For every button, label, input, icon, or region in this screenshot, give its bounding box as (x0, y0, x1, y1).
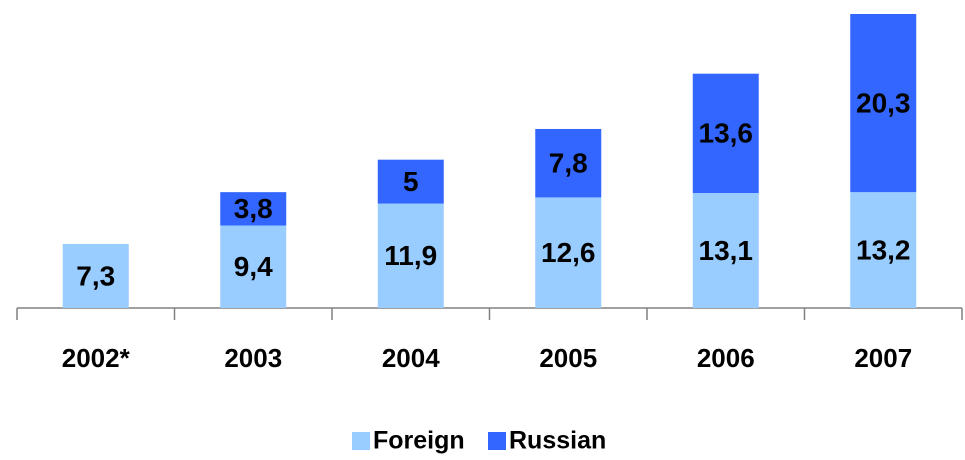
x-tick-label: 2004 (382, 343, 440, 373)
bar-segment (535, 197, 602, 308)
data-label: 11,9 (384, 240, 437, 271)
bar-segment (377, 203, 444, 308)
x-tick-label: 2003 (224, 343, 282, 373)
data-label: 13,6 (699, 118, 754, 149)
x-tick-label: 2006 (697, 343, 755, 373)
bar-segment (692, 73, 759, 194)
x-tick-label: 2007 (854, 343, 912, 373)
bar-segment (535, 128, 602, 198)
bar-segment (220, 192, 287, 226)
bar-segment (850, 192, 917, 308)
data-label: 9,4 (234, 251, 273, 282)
bar-segment (692, 193, 759, 308)
data-label: 5 (403, 166, 419, 197)
data-label: 3,8 (234, 193, 273, 224)
data-label: 13,1 (699, 235, 754, 266)
data-label: 13,2 (856, 234, 911, 265)
legend-label: Foreign (373, 427, 465, 455)
x-tick-label: 2002* (62, 343, 131, 373)
bar-segment (62, 243, 129, 308)
x-tick-label: 2005 (539, 343, 597, 373)
bar-segment (377, 159, 444, 204)
data-label: 12,6 (541, 237, 596, 268)
data-label: 7,8 (549, 148, 588, 179)
data-label: 7,3 (76, 260, 115, 291)
legend-swatch (352, 432, 370, 450)
legend-swatch (488, 432, 506, 450)
bar-segment (850, 14, 917, 193)
legend-label: Russian (509, 427, 606, 455)
bar-segment (220, 225, 287, 308)
data-label: 20,3 (856, 87, 911, 118)
